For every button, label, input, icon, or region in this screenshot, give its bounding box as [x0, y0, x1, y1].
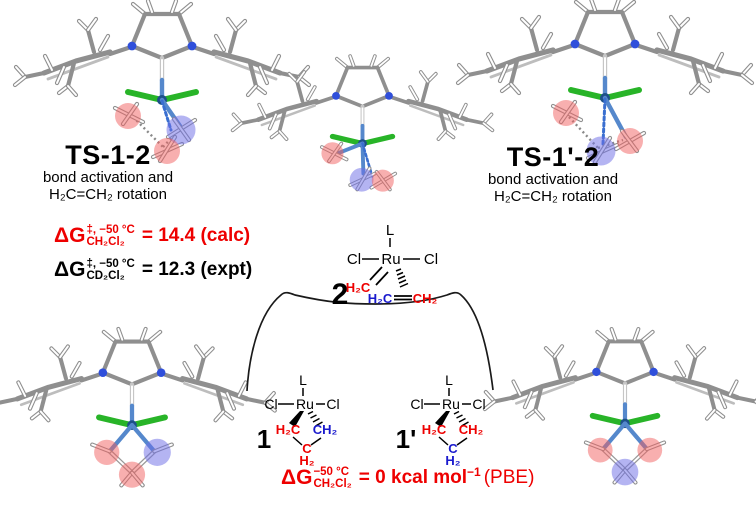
alpha-CH2-left: H₂C: [422, 422, 447, 437]
ts-1p-2-caption-1: bond activation and: [487, 171, 619, 188]
species-label-2: 2: [332, 278, 349, 311]
highlight-red-carbon: [321, 142, 344, 165]
deltaG-superscript: −50 °C: [313, 466, 350, 478]
ruthenium: Ru: [296, 396, 314, 412]
ts-1p-2-title: TS-1'-2: [506, 142, 600, 172]
chloride-left: Cl: [347, 251, 361, 268]
scheme-complex-2: L Cl Ru Cl H₂C H₂C CH₂ 2: [332, 222, 438, 311]
highlight-red-carbon: [94, 439, 120, 465]
ts-1-2-title: TS-1-2: [65, 140, 151, 170]
scheme-complex-1: L Cl Ru Cl H₂C CH₂ C H₂ 1: [257, 372, 340, 468]
molecule-1-structure: [0, 328, 278, 488]
deltaG-value: = 14.4 (calc): [141, 225, 251, 246]
highlight-red-carbon: [154, 138, 180, 164]
molecule-1p-structure: [482, 328, 756, 486]
beta-carbon: C: [302, 441, 312, 456]
hashed-bond: [307, 410, 323, 427]
ligand-L: L: [445, 372, 453, 388]
ts-1p-2-caption-2: H₂C=CH₂ rotation: [494, 188, 612, 205]
ligand-L: L: [386, 222, 394, 239]
highlight-red-carbon: [637, 437, 663, 463]
highlight-blue-carbon: [349, 167, 374, 192]
equation-deltaG-reference: ΔG −50 °C CH₂Cl₂ = 0 kcal mol −1 (PBE): [281, 465, 535, 490]
alpha-CH2-left: H₂C: [276, 422, 301, 437]
deltaG-supsub: ‡, −50 °C CH₂Cl₂: [86, 224, 134, 248]
chloride-right: Cl: [424, 251, 438, 268]
carbene-CH2: H₂C: [346, 280, 371, 295]
chloride-left: Cl: [264, 396, 277, 412]
deltaG-symbol: ΔG: [54, 258, 86, 281]
wedge-bond: [435, 411, 450, 427]
energy-profile-curve: [246, 291, 494, 392]
ethylene-CH2-right: CH₂: [413, 291, 438, 306]
beta-hydrogens: H₂: [445, 453, 460, 468]
ruthenium: Ru: [381, 251, 400, 268]
highlight-blue-carbon: [586, 136, 616, 166]
per-mole-exponent: −1: [467, 465, 481, 479]
ethylene-CH2-left: H₂C: [368, 291, 393, 306]
deltaG-symbol: ΔG: [281, 466, 313, 489]
highlight-red-carbon: [587, 437, 613, 463]
deltaG-supsub: −50 °C CH₂Cl₂: [313, 466, 351, 490]
highlight-red-carbon: [118, 461, 146, 488]
ts-1-2-label-block: TS-1-2 bond activation and H₂C=CH₂ rotat…: [18, 141, 198, 203]
ruthenium: Ru: [442, 396, 460, 412]
highlight-blue-carbon: [143, 438, 171, 466]
ts-1-2-caption-2: H₂C=CH₂ rotation: [49, 186, 167, 203]
species-label-1p: 1': [396, 424, 417, 454]
deltaG-subscript: CH₂Cl₂: [86, 236, 125, 248]
deltaG-subscript: CD₂Cl₂: [86, 270, 125, 282]
ts-1p-2-label-block: TS-1'-2 bond activation and H₂C=CH₂ rota…: [468, 143, 638, 205]
alpha-CH2-right: CH₂: [459, 422, 484, 437]
highlight-red-carbon: [371, 169, 394, 192]
wedge-bond: [289, 411, 304, 427]
alpha-CH2-right: CH₂: [313, 422, 338, 437]
molecule-ts-1-2-structure: [12, 0, 312, 164]
molecule-2-structure: [230, 55, 495, 192]
beta-carbon: C: [448, 441, 458, 456]
ligand-L: L: [299, 372, 307, 388]
deltaG-supsub: ‡, −50 °C CD₂Cl₂: [86, 258, 134, 282]
deltaG-symbol: ΔG: [54, 224, 86, 247]
species-label-1: 1: [257, 424, 271, 454]
chloride-right: Cl: [326, 396, 339, 412]
chloride-left: Cl: [410, 396, 423, 412]
ts-1-2-caption-1: bond activation and: [42, 169, 174, 186]
functional-label: (PBE): [483, 467, 535, 488]
highlight-blue-carbon: [611, 458, 639, 486]
equation-deltaG-calc: ΔG ‡, −50 °C CH₂Cl₂ = 14.4 (calc): [54, 224, 250, 248]
deltaG-superscript: ‡, −50 °C: [86, 224, 135, 236]
highlight-red-carbon: [617, 128, 643, 154]
beta-hydrogens: H₂: [299, 453, 314, 468]
hashed-bond: [395, 268, 409, 288]
deltaG-subscript: CH₂Cl₂: [313, 478, 352, 490]
hashed-bond: [453, 410, 469, 427]
molecule-ts-1p-2-structure: [455, 0, 755, 166]
deltaG-value: = 0 kcal mol: [358, 467, 468, 488]
highlight-red-carbon: [115, 103, 141, 129]
equation-deltaG-expt: ΔG ‡, −50 °C CD₂Cl₂ = 12.3 (expt): [54, 258, 252, 282]
deltaG-superscript: ‡, −50 °C: [86, 258, 135, 270]
chloride-right: Cl: [472, 396, 485, 412]
highlight-red-carbon: [553, 100, 579, 126]
highlight-blue-carbon: [166, 115, 196, 145]
deltaG-value: = 12.3 (expt): [141, 259, 253, 280]
scheme-complex-1p: L Cl Ru Cl H₂C CH₂ C H₂ 1': [396, 372, 486, 468]
